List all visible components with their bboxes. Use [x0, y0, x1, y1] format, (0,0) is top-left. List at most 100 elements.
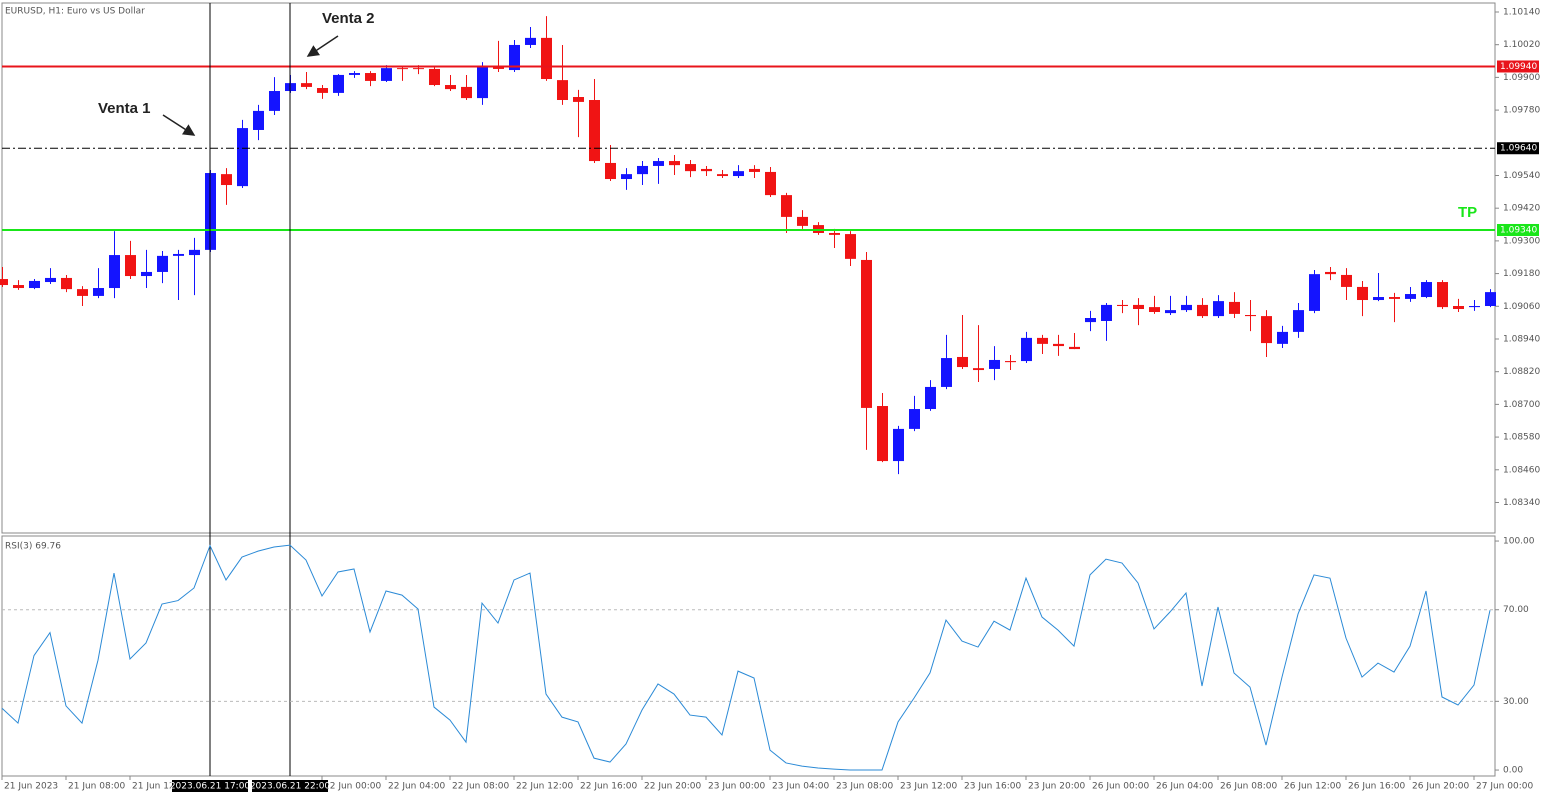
candle-body: [1453, 306, 1464, 310]
level-label-box: [1497, 223, 1539, 236]
y-tick-label: 1.09060: [1503, 302, 1540, 312]
candle-body: [1245, 315, 1256, 317]
candle-body: [573, 97, 584, 102]
candle-body: [845, 234, 856, 259]
annotation-arrow: [306, 35, 339, 57]
annotation: Venta 2: [322, 10, 375, 27]
candle-body: [989, 359, 1000, 369]
candle-body: [253, 110, 264, 130]
y-tick-label: 0.00: [1503, 766, 1523, 776]
x-tick-label: 23 Jun 12:00: [900, 782, 957, 792]
candle-body: [589, 100, 600, 162]
x-tick-label: 23 Jun 08:00: [836, 782, 893, 792]
candle-body: [1069, 346, 1080, 350]
x-tick-label: 23 Jun 00:00: [708, 782, 765, 792]
candle-body: [1261, 316, 1272, 344]
x-tick-label: 27 Jun 00:00: [1476, 782, 1533, 792]
candle-body: [1005, 361, 1016, 363]
candle-body: [141, 271, 152, 277]
candle-body: [717, 174, 728, 177]
x-tick-label: 23 Jun 04:00: [772, 782, 829, 792]
marker-label: 2023.06.21 22:00: [250, 782, 331, 792]
y-tick-label: 1.08940: [1503, 334, 1540, 344]
x-tick-label: 21 Jun 08:00: [68, 782, 125, 792]
candle-body: [797, 216, 808, 226]
candle-body: [1133, 304, 1144, 310]
candle-body: [1309, 274, 1320, 311]
candle-body: [525, 37, 536, 45]
candle-body: [0, 279, 8, 286]
candle-body: [669, 161, 680, 166]
x-tick-label: 26 Jun 12:00: [1284, 782, 1341, 792]
x-tick-label: 22 Jun 20:00: [644, 782, 701, 792]
candle-body: [109, 255, 120, 289]
candle-body: [541, 37, 552, 80]
y-tick-label: 30.00: [1503, 697, 1529, 707]
candle-body: [93, 288, 104, 296]
level-label-box: [1497, 142, 1539, 155]
candle-body: [1085, 318, 1096, 323]
candle-body: [173, 253, 184, 256]
x-tick-label: 26 Jun 04:00: [1156, 782, 1213, 792]
candle-body: [1469, 306, 1480, 308]
candle-body: [1485, 292, 1496, 307]
y-tick-label: 1.09780: [1503, 106, 1540, 116]
candle-body: [301, 83, 312, 87]
candle-body: [749, 168, 760, 172]
candle-body: [701, 168, 712, 172]
x-tick-label: 21 Jun 12:00: [132, 782, 189, 792]
x-tick-label: 26 Jun 20:00: [1412, 782, 1469, 792]
candle-body: [237, 128, 248, 187]
y-tick-label: 1.09180: [1503, 269, 1540, 279]
candle-body: [1117, 304, 1128, 307]
candle-body: [653, 161, 664, 166]
candle-body: [1421, 282, 1432, 298]
candle-body: [61, 277, 72, 290]
candle-body: [1229, 301, 1240, 314]
rsi-line: [1, 544, 1491, 771]
x-tick-label: 23 Jun 20:00: [1028, 782, 1085, 792]
candle-body: [557, 80, 568, 101]
y-tick-label: 1.08700: [1503, 400, 1540, 410]
x-tick-label: 26 Jun 08:00: [1220, 782, 1277, 792]
marker-label-box: [252, 780, 328, 792]
candle-body: [77, 289, 88, 296]
candle-body: [1037, 337, 1048, 344]
candle-body: [605, 162, 616, 180]
y-tick-label: 1.10140: [1503, 7, 1540, 17]
candle-body: [861, 259, 872, 408]
y-tick-label: 1.10020: [1503, 40, 1540, 50]
level-label-box: [1497, 60, 1539, 73]
candle-body: [925, 386, 936, 410]
marker-label: 2023.06.21 17:00: [170, 782, 251, 792]
candle-body: [637, 165, 648, 175]
x-tick-label: 23 Jun 16:00: [964, 782, 1021, 792]
candle-body: [957, 356, 968, 368]
annotation: TP: [1458, 204, 1477, 221]
candle-body: [941, 358, 952, 387]
y-tick-label: 1.09300: [1503, 236, 1540, 246]
candle-body: [1277, 331, 1288, 344]
candle-body: [461, 86, 472, 99]
candle-body: [1165, 310, 1176, 314]
candle-body: [317, 88, 328, 93]
candle-body: [1405, 294, 1416, 299]
candle-body: [973, 368, 984, 371]
y-tick-label: 1.09420: [1503, 204, 1540, 214]
x-tick-label: 22 Jun 08:00: [452, 782, 509, 792]
candle-body: [381, 68, 392, 81]
candle-body: [781, 195, 792, 217]
candle-body: [1213, 301, 1224, 317]
candle-body: [1021, 337, 1032, 362]
level-label: 1.09340: [1500, 225, 1537, 235]
candle-body: [397, 68, 408, 70]
candle-body: [269, 91, 280, 111]
y-tick-label: 1.08820: [1503, 367, 1540, 377]
rsi-title: RSI(3) 69.76: [5, 542, 61, 552]
candle-body: [45, 277, 56, 283]
candle-body: [877, 406, 888, 462]
candle-body: [189, 249, 200, 256]
candle-body: [1373, 297, 1384, 301]
